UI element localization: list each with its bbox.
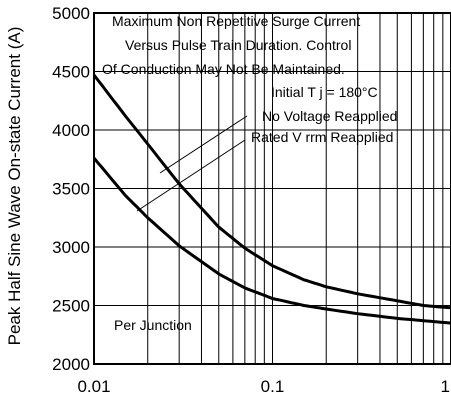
annotation-rated-vrrm-reapplied: Rated V rrm Reapplied <box>251 129 393 145</box>
y-axis-label: Peak Half Sine Wave On-state Current (A) <box>5 27 24 346</box>
y-tick-label: 2500 <box>52 297 90 316</box>
y-tick-label: 3500 <box>52 180 90 199</box>
leader-no-voltage-reapplied <box>159 115 248 174</box>
annotation-title-line2: Versus Pulse Train Duration. Control <box>125 37 351 53</box>
y-tick-label: 4500 <box>52 63 90 82</box>
x-tick-label: 0.01 <box>77 377 110 396</box>
y-tick-label: 2000 <box>52 355 90 374</box>
annotation-title-line3: Of Conduction May Not Be Maintained. <box>102 61 345 77</box>
annotation-leaders <box>136 115 248 212</box>
annotation-junction-temperature: Initial T j = 180°C <box>271 84 378 100</box>
series-line-1 <box>92 74 451 310</box>
x-tick-label: 0.1 <box>261 377 285 396</box>
y-tick-label: 4000 <box>52 121 90 140</box>
tick-labels: 2000 2500 3000 3500 4000 4500 5000 0.01 0.1 1 <box>52 4 450 396</box>
annotation-no-voltage-reapplied: No Voltage Reapplied <box>262 108 397 124</box>
y-tick-label: 3000 <box>52 238 90 257</box>
x-tick-label: 1 <box>441 377 450 396</box>
plot-frame <box>93 12 451 365</box>
series-line-2 <box>92 157 451 325</box>
annotation-title-line1: Maximum Non Repetitive Surge Current <box>112 13 360 29</box>
annotation-per-junction: Per Junction <box>114 317 192 333</box>
y-tick-label: 5000 <box>52 4 90 23</box>
series-curves <box>92 74 451 325</box>
leader-rated-vrrm-reapplied <box>136 139 246 212</box>
